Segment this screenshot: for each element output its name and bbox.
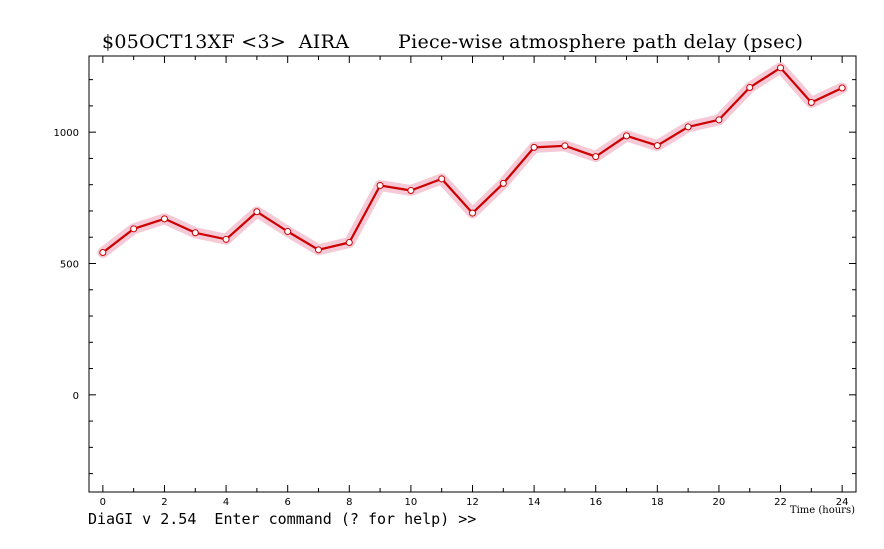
x-tick-label: 4 [223, 497, 229, 508]
x-tick-label: 6 [284, 497, 290, 508]
data-point [345, 238, 353, 246]
data-point [469, 209, 476, 217]
x-tick-label: 14 [528, 497, 541, 508]
data-point [222, 235, 230, 243]
x-tick-label: 10 [405, 497, 418, 508]
x-tick-label: 2 [161, 497, 167, 508]
data-point [191, 229, 199, 237]
x-tick-label: 22 [774, 497, 787, 508]
x-tick-label: 12 [466, 497, 479, 508]
x-axis-label: Time (hours) [790, 505, 855, 516]
data-point [777, 64, 785, 72]
plot-title: Piece-wise atmosphere path delay (psec) [398, 31, 804, 53]
data-point [530, 143, 538, 151]
data-point [99, 248, 107, 256]
data-point [715, 116, 723, 124]
x-tick-label: 16 [589, 497, 602, 508]
data-point [407, 186, 415, 194]
data-point [807, 98, 815, 106]
data-point [684, 123, 692, 131]
data-point [746, 84, 754, 92]
data-point [160, 215, 168, 223]
data-point [376, 181, 384, 189]
plot-frame [88, 55, 857, 493]
data-point [592, 153, 600, 161]
data-point [561, 142, 569, 150]
data-point [253, 208, 261, 216]
y-tick-label: 1000 [54, 128, 79, 139]
x-tick-label: 20 [713, 497, 726, 508]
data-point [438, 175, 446, 183]
data-point [314, 246, 322, 254]
x-tick-label: 18 [651, 497, 664, 508]
y-tick-label: 0 [73, 391, 79, 402]
x-tick-label: 8 [346, 497, 352, 508]
data-point [838, 84, 846, 92]
data-point [130, 225, 138, 233]
command-prompt[interactable]: DiaGI v 2.54 Enter command (? for help) … [88, 510, 477, 528]
x-tick-label: 24 [836, 497, 849, 508]
experiment-title: $05OCT13XF <3> AIRA [102, 31, 350, 53]
data-point [499, 179, 507, 187]
error-band [97, 62, 848, 258]
series-line [102, 66, 843, 254]
x-tick-label: 0 [100, 497, 106, 508]
data-point [653, 142, 661, 150]
data-point [284, 227, 292, 235]
y-tick-label: 500 [60, 259, 79, 270]
data-point [623, 132, 631, 140]
